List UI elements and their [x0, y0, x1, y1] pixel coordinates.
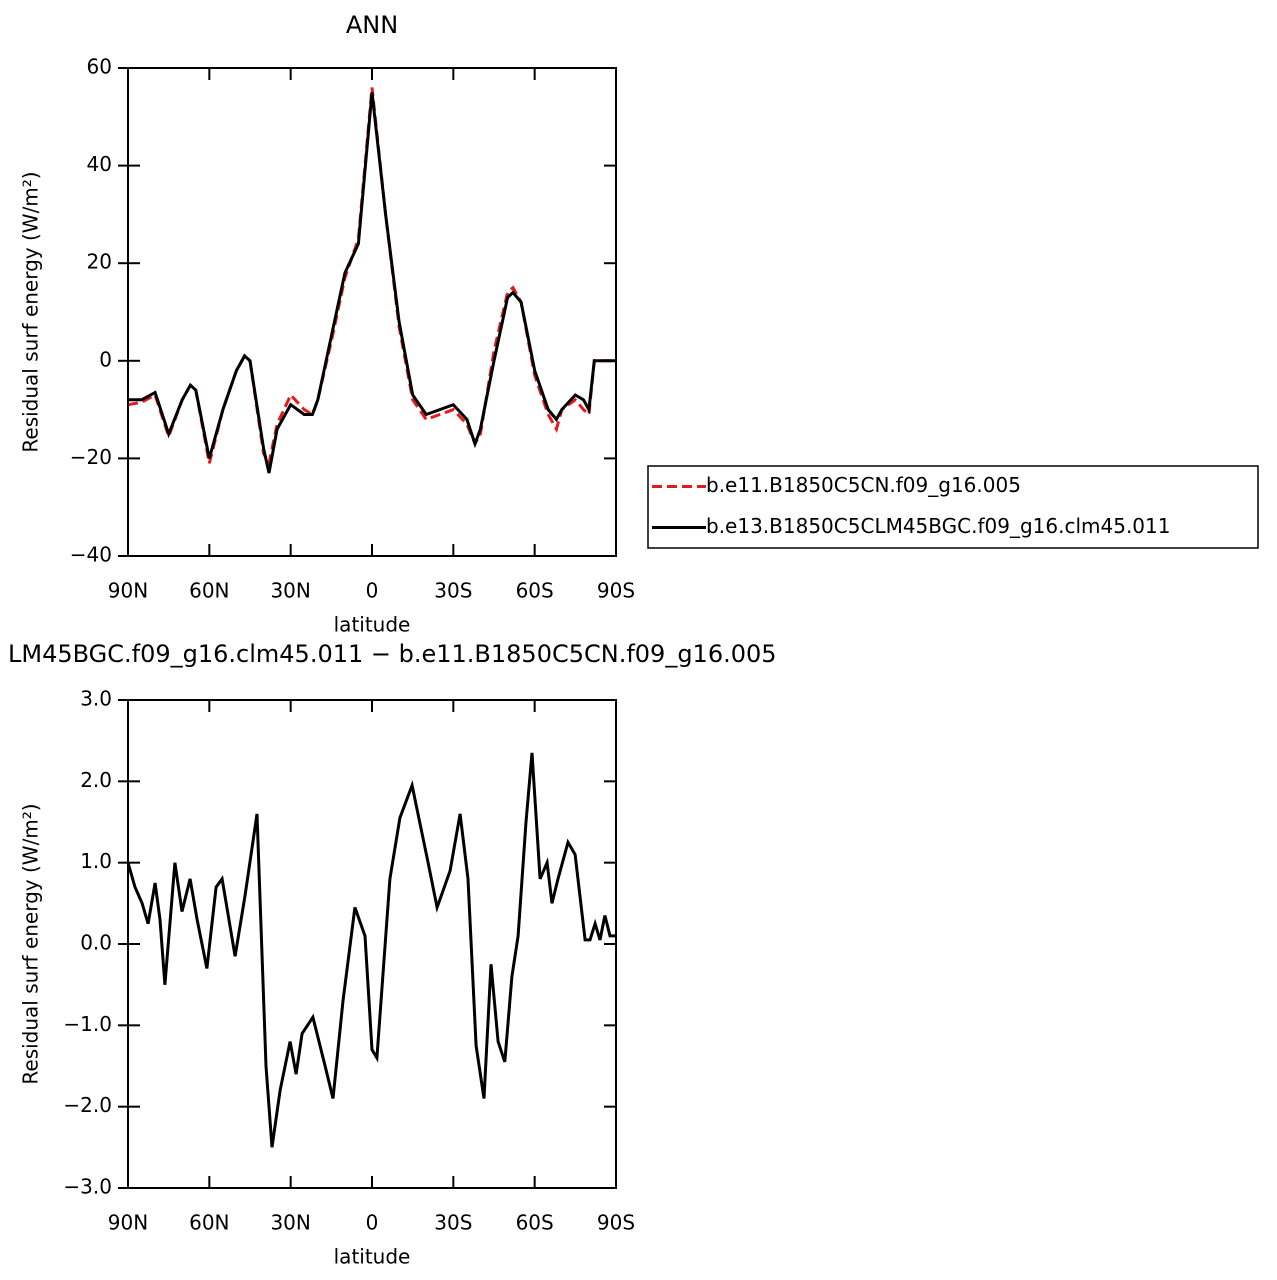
y-tick-label: 20: [87, 250, 112, 274]
data-line: [128, 92, 616, 474]
y-tick-label: −2.0: [63, 1093, 112, 1117]
x-tick-label: 60S: [516, 1211, 554, 1235]
x-tick-label: 60N: [189, 1211, 229, 1235]
y-tick-label: 0: [99, 347, 112, 371]
plot-frame: [127, 67, 617, 557]
y-tick-label: −3.0: [63, 1175, 112, 1199]
x-tick-label: 30N: [270, 1211, 310, 1235]
y-tick-label: −20: [70, 445, 112, 469]
y-tick-label: 3.0: [80, 687, 112, 711]
chart-title: ANN: [346, 11, 398, 39]
y-tick-label: −1.0: [63, 1012, 112, 1036]
x-tick-label: 60S: [516, 579, 554, 603]
y-tick-label: 40: [87, 152, 112, 176]
x-tick-label: 90N: [108, 579, 148, 603]
x-tick-label: 30N: [270, 579, 310, 603]
legend-label: b.e13.B1850C5CLM45BGC.f09_g16.clm45.011: [706, 514, 1170, 538]
data-line: [126, 752, 616, 1148]
y-tick-label: 1.0: [80, 849, 112, 873]
x-tick-label: 30S: [434, 579, 472, 603]
x-tick-label: 0: [366, 579, 379, 603]
y-tick-label: 60: [87, 55, 112, 79]
x-tick-label: 0: [366, 1211, 379, 1235]
y-axis-label: Residual surf energy (W/m²): [19, 803, 43, 1084]
x-tick-label: 90S: [597, 579, 635, 603]
legend-box: [647, 465, 1259, 549]
chart-title: LM45BGC.f09_g16.clm45.011 − b.e11.B1850C…: [8, 640, 777, 668]
x-axis-label: latitude: [334, 1245, 411, 1269]
y-tick-label: −40: [70, 543, 112, 567]
x-axis-label: latitude: [334, 613, 411, 637]
y-axis-label: Residual surf energy (W/m²): [19, 171, 43, 452]
legend-label: b.e11.B1850C5CN.f09_g16.005: [706, 473, 1021, 497]
x-tick-label: 90N: [108, 1211, 148, 1235]
data-line: [127, 87, 616, 468]
x-tick-label: 90S: [597, 1211, 635, 1235]
y-tick-label: 0.0: [80, 931, 112, 955]
y-tick-label: 2.0: [80, 768, 112, 792]
x-tick-label: 60N: [189, 579, 229, 603]
x-tick-label: 30S: [434, 1211, 472, 1235]
